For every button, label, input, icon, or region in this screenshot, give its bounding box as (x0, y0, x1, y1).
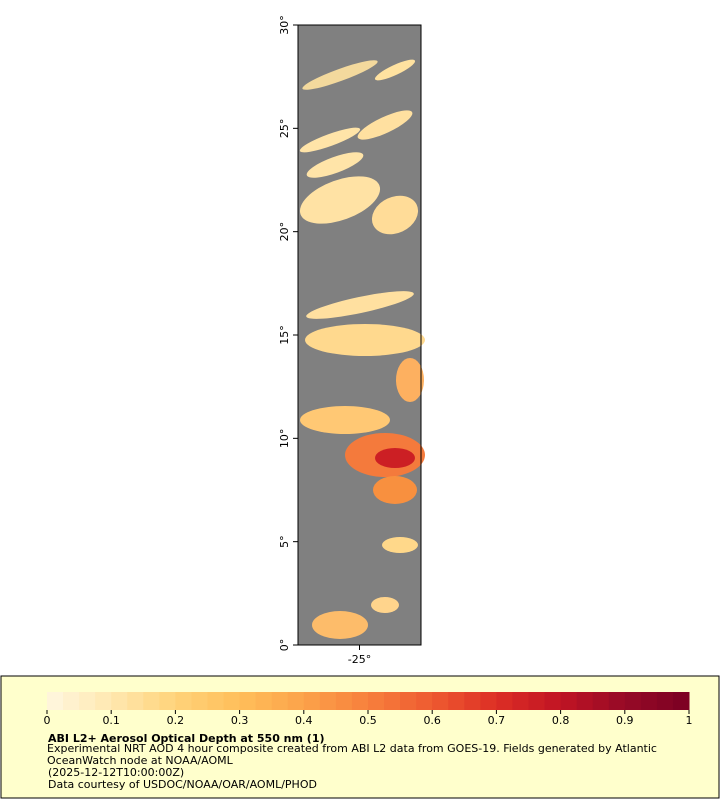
aerosol-patch (312, 611, 368, 639)
aerosol-patch (373, 476, 417, 504)
colorbar-cell (400, 692, 417, 710)
colorbar-cell (303, 692, 321, 710)
colorbar-cell (223, 692, 241, 710)
colorbar-cell (111, 692, 128, 710)
colorbar-cell (512, 692, 529, 710)
colorbar-cell (672, 692, 690, 710)
colorbar-cell (207, 692, 225, 710)
colorbar-cell (624, 692, 642, 710)
subtitle-box: Experimental NRT AOD 4 hour composite cr… (47, 743, 657, 767)
colorbar-tick-label: 0.5 (359, 714, 377, 727)
colorbar-tick-label: 0.3 (231, 714, 249, 727)
colorbar-cell (319, 692, 337, 710)
colorbar-tick-label: 1 (686, 714, 693, 727)
colorbar-cell (576, 692, 594, 710)
y-tick-label: 15° (278, 325, 291, 345)
colorbar-cell (191, 692, 208, 710)
colorbar-cell (416, 692, 433, 710)
colorbar-tick-label: 0.6 (423, 714, 441, 727)
colorbar-cell (335, 692, 353, 710)
colorbar-cell (143, 692, 160, 710)
colorbar-cell (640, 692, 658, 710)
colorbar-cell (592, 692, 610, 710)
aerosol-patch (306, 152, 364, 178)
aerosol-patch (300, 406, 390, 434)
colorbar-cell (560, 692, 578, 710)
aerosol-field (299, 59, 425, 639)
colorbar-tick-label: 0.9 (616, 714, 634, 727)
aerosol-patch (371, 597, 399, 613)
x-tick-label: -25° (348, 653, 371, 666)
y-tick-label: 30° (278, 15, 291, 35)
subtitle: Experimental NRT AOD 4 hour composite cr… (47, 743, 657, 767)
colorbar-tick-label: 0.8 (552, 714, 570, 727)
colorbar-tick-label: 0.2 (167, 714, 185, 727)
aerosol-patch (371, 195, 419, 235)
colorbar-cell (432, 692, 449, 710)
colorbar-cell (448, 692, 465, 710)
y-tick-label: 25° (278, 119, 291, 139)
y-tick-label: 10° (278, 429, 291, 449)
colorbar-cell (384, 692, 401, 710)
colorbar-cell (464, 692, 481, 710)
time-label: (2025-12-12T10:00:00Z) (48, 766, 184, 779)
colorbar-cell (496, 692, 513, 710)
colorbar-cell (175, 692, 192, 710)
colorbar-cell (63, 692, 80, 710)
colorbar-cell (608, 692, 626, 710)
aerosol-patch (299, 127, 361, 153)
colorbar-cell (255, 692, 273, 710)
colorbar-cell (127, 692, 144, 710)
colorbar-cell (368, 692, 385, 710)
colorbar-cell (95, 692, 112, 710)
colorbar-cell (79, 692, 96, 710)
aerosol-patch (382, 537, 418, 553)
aerosol-patch (306, 291, 414, 319)
aerosol-patch (396, 358, 424, 402)
colorbar-cell (239, 692, 257, 710)
colorbar-cell (271, 692, 289, 710)
colorbar-cell (47, 692, 64, 710)
aerosol-patch (375, 448, 415, 468)
aerosol-patch (305, 324, 425, 356)
aerosol-patch (302, 60, 378, 90)
colorbar-cell (351, 692, 369, 710)
aerosol-patch (299, 176, 381, 224)
colorbar-tick-label: 0 (44, 714, 51, 727)
y-tick-label: 0° (278, 639, 291, 652)
aerosol-patch (357, 110, 413, 140)
colorbar-cell (544, 692, 562, 710)
colorbar-tick-label: 0.7 (488, 714, 506, 727)
colorbar-tick-label: 0.4 (295, 714, 313, 727)
colorbar-cell (159, 692, 176, 710)
colorbar-cell (528, 692, 546, 710)
y-tick-label: 20° (278, 222, 291, 242)
aerosol-patch (374, 59, 416, 81)
y-tick-label: 5° (278, 535, 291, 548)
title: ABI L2+ Aerosol Optical Depth at 550 nm … (48, 732, 325, 745)
credit: Data courtesy of USDOC/NOAA/OAR/AOML/PHO… (48, 778, 317, 791)
colorbar-cell (287, 692, 305, 710)
colorbar-cell (480, 692, 497, 710)
colorbar-tick-label: 0.1 (102, 714, 120, 727)
colorbar-cell (656, 692, 674, 710)
